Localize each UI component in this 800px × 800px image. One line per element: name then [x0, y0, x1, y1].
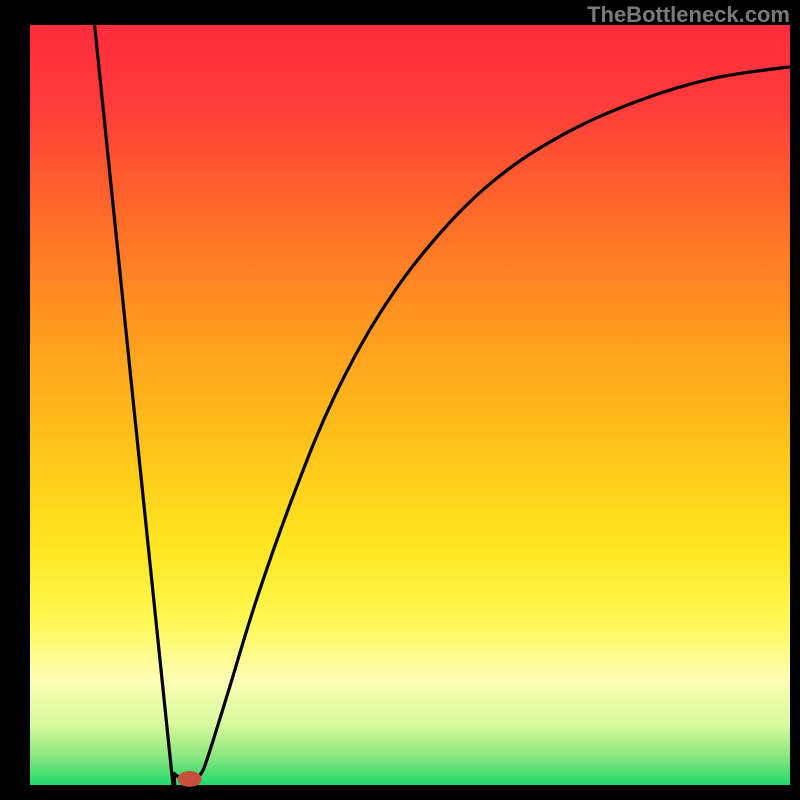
- bottleneck-chart: [0, 0, 800, 800]
- optimum-marker: [178, 771, 202, 787]
- watermark-text: TheBottleneck.com: [587, 2, 790, 28]
- chart-container: TheBottleneck.com: [0, 0, 800, 800]
- plot-gradient-area: [30, 25, 790, 785]
